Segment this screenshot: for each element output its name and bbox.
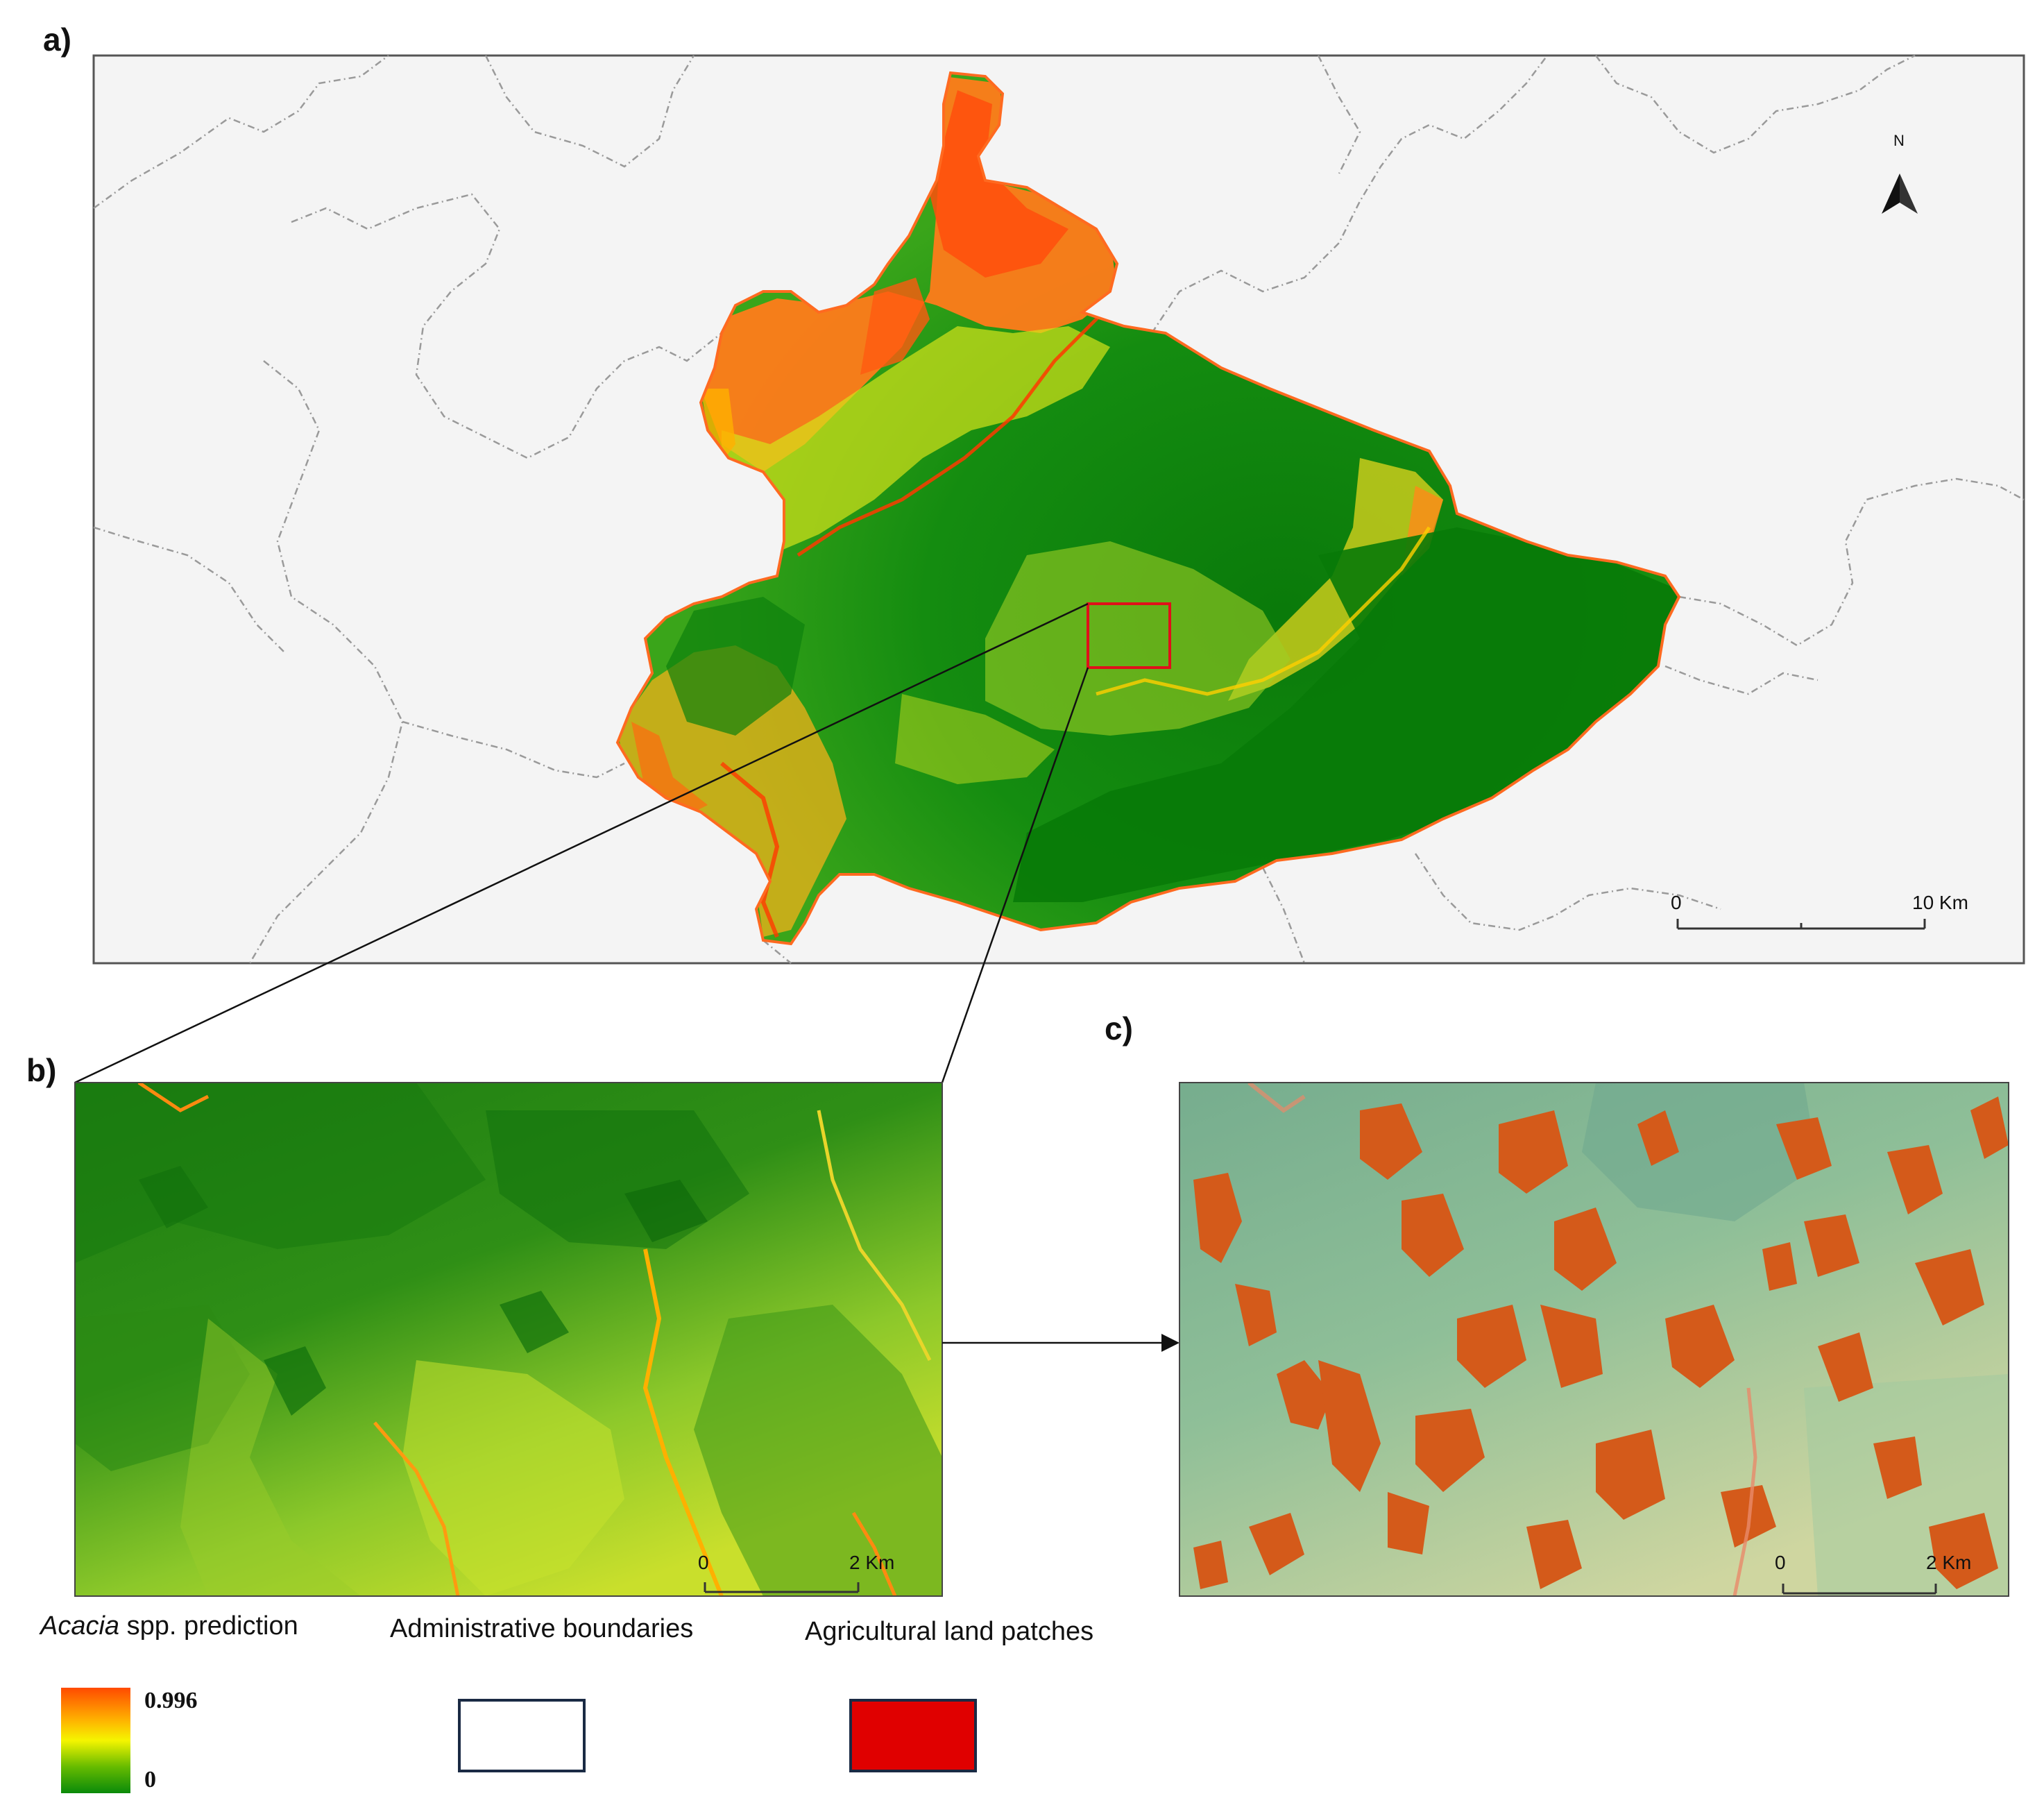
inset-extent-box — [1087, 602, 1171, 669]
panel-b-label: b) — [26, 1052, 57, 1088]
connector-line-right — [941, 667, 1089, 1083]
arrow-head-icon — [1161, 1334, 1179, 1352]
administrative-boundaries — [93, 54, 2025, 964]
scale-a-end: 10 Km — [1912, 892, 1968, 913]
legend-prediction-max: 0.996 — [144, 1688, 198, 1713]
panel-b-zoom-map — [75, 1083, 942, 1596]
scale-b-end: 2 Km — [849, 1552, 895, 1573]
legend-prediction-title-rest: spp. prediction — [119, 1611, 298, 1641]
panel-c-frame — [1179, 1082, 2009, 1597]
connector-line-left — [74, 602, 1089, 1084]
scale-bar-c — [1782, 1584, 1937, 1595]
legend-prediction-title: Acacia spp. prediction — [40, 1611, 298, 1641]
panel-c-zoom-map — [1179, 1083, 2009, 1596]
boundaries-swatch — [458, 1699, 586, 1772]
north-label: N — [1893, 132, 1905, 149]
legend-patches-title: Agricultural land patches — [805, 1617, 1094, 1646]
agricultural-patches — [1193, 1096, 2009, 1589]
legend-boundaries-title: Administrative boundaries — [390, 1614, 694, 1643]
panel-c-label: c) — [1105, 1010, 1133, 1046]
panel-a-label: a) — [43, 22, 71, 58]
scale-a-start: 0 — [1671, 892, 1682, 913]
prediction-color-ramp — [61, 1688, 130, 1793]
legend-prediction-min: 0 — [144, 1767, 156, 1793]
patches-swatch — [849, 1699, 977, 1772]
panel-b-frame — [74, 1082, 943, 1597]
study-area-outline — [615, 71, 1681, 946]
scale-bar-a — [1676, 919, 1926, 930]
scale-bar-b — [704, 1582, 860, 1593]
north-arrow-icon — [1882, 173, 1918, 214]
scale-c-start: 0 — [1775, 1552, 1786, 1573]
scale-c-end: 2 Km — [1926, 1552, 1972, 1573]
legend-prediction-title-italic: Acacia — [40, 1611, 120, 1641]
scale-b-start: 0 — [698, 1552, 709, 1573]
